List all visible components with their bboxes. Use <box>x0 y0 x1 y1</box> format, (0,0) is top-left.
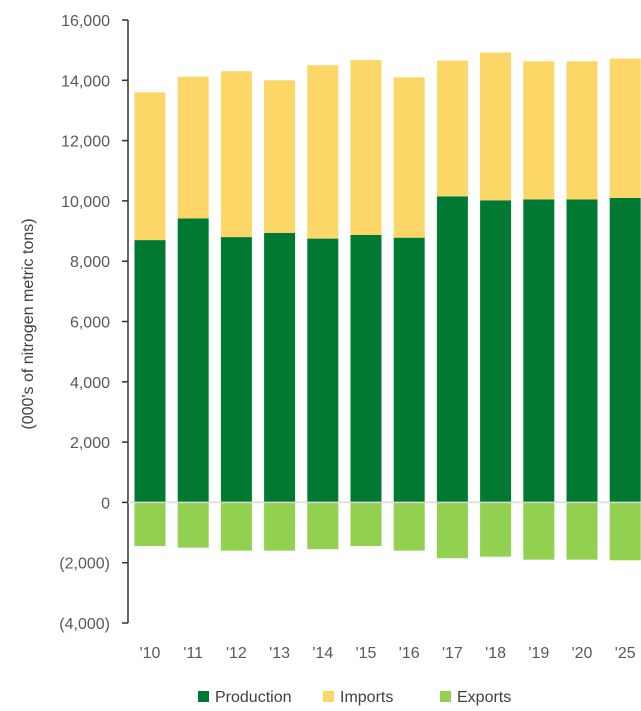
x-tick-label: '14 <box>312 645 333 662</box>
bar-production-7 <box>393 237 425 503</box>
y-tick-label: (2,000) <box>59 556 110 573</box>
x-tick-label: '17 <box>442 645 463 662</box>
bar-imports-2 <box>177 76 209 219</box>
y-tick-label: 6,000 <box>70 315 110 332</box>
bar-production-11 <box>566 199 598 503</box>
bar-imports-11 <box>566 61 598 200</box>
bar-exports-12 <box>609 502 641 561</box>
legend-swatch-production <box>198 691 209 702</box>
y-tick-label: 12,000 <box>61 134 110 151</box>
bar-exports-3 <box>220 502 252 551</box>
bar-production-12 <box>609 197 641 503</box>
bar-production-3 <box>220 237 252 503</box>
bar-exports-11 <box>566 502 598 560</box>
y-axis-ticks: (4,000) (2,000) 0 2,000 4,000 6,000 8,000 10,00… <box>59 13 128 633</box>
bar-production-9 <box>480 200 512 503</box>
bar-imports-4 <box>264 80 296 233</box>
bar-production-1 <box>134 240 166 503</box>
bar-exports-9 <box>480 502 512 557</box>
bar-imports-12 <box>609 58 641 198</box>
bar-exports-10 <box>523 502 555 560</box>
bar-imports-1 <box>134 92 166 241</box>
legend-label-exports: Exports <box>457 689 511 706</box>
bar-production-5 <box>307 238 339 503</box>
bar-production-6 <box>350 234 382 503</box>
bar-production-8 <box>436 196 468 503</box>
x-tick-label: '15 <box>356 645 377 662</box>
x-axis-tick-labels: '10 '11 '12 '13 '14 '15 '16 '17 '18 '19 '20 '25 <box>140 645 636 662</box>
bar-production-10 <box>523 199 555 503</box>
y-tick-label: 2,000 <box>70 435 110 452</box>
y-tick-label: 14,000 <box>61 73 110 90</box>
bar-imports-9 <box>480 52 512 201</box>
y-tick-label: 8,000 <box>70 254 110 271</box>
x-tick-label: '20 <box>572 645 593 662</box>
bar-production-4 <box>264 232 296 503</box>
x-tick-label: '12 <box>226 645 247 662</box>
legend-swatch-imports <box>323 691 334 702</box>
bar-imports-7 <box>393 77 425 238</box>
bar-exports-7 <box>393 502 425 551</box>
bar-exports-8 <box>436 502 468 559</box>
bar-exports-5 <box>307 502 339 550</box>
bar-exports-4 <box>264 502 296 551</box>
bar-imports-6 <box>350 60 382 235</box>
x-tick-label: '11 <box>183 645 203 662</box>
bar-production-2 <box>177 218 209 503</box>
bar-imports-5 <box>307 65 339 239</box>
legend-swatch-exports <box>440 691 451 702</box>
x-tick-label: '13 <box>269 645 290 662</box>
y-tick-label: 10,000 <box>61 194 110 211</box>
y-tick-label: 4,000 <box>70 375 110 392</box>
y-tick-label: 0 <box>101 495 110 512</box>
y-axis-title: (000's of nitrogen metric tons) <box>20 218 37 429</box>
x-tick-label: '18 <box>485 645 506 662</box>
x-tick-label: '25 <box>615 645 636 662</box>
bar-exports-2 <box>177 502 209 548</box>
bar-exports-1 <box>134 502 166 547</box>
y-tick-label: 16,000 <box>61 13 110 30</box>
x-tick-label: '10 <box>140 645 161 662</box>
bar-imports-8 <box>436 60 468 197</box>
bar-exports-6 <box>350 502 382 547</box>
x-tick-label: '19 <box>528 645 549 662</box>
legend-label-production: Production <box>215 689 292 706</box>
bar-imports-3 <box>220 71 252 238</box>
legend-label-imports: Imports <box>340 689 393 706</box>
legend: Production Imports Exports <box>198 689 511 706</box>
x-tick-label: '16 <box>399 645 420 662</box>
bar-imports-10 <box>523 61 555 200</box>
y-tick-label: (4,000) <box>59 616 110 633</box>
bars-group <box>134 52 641 561</box>
